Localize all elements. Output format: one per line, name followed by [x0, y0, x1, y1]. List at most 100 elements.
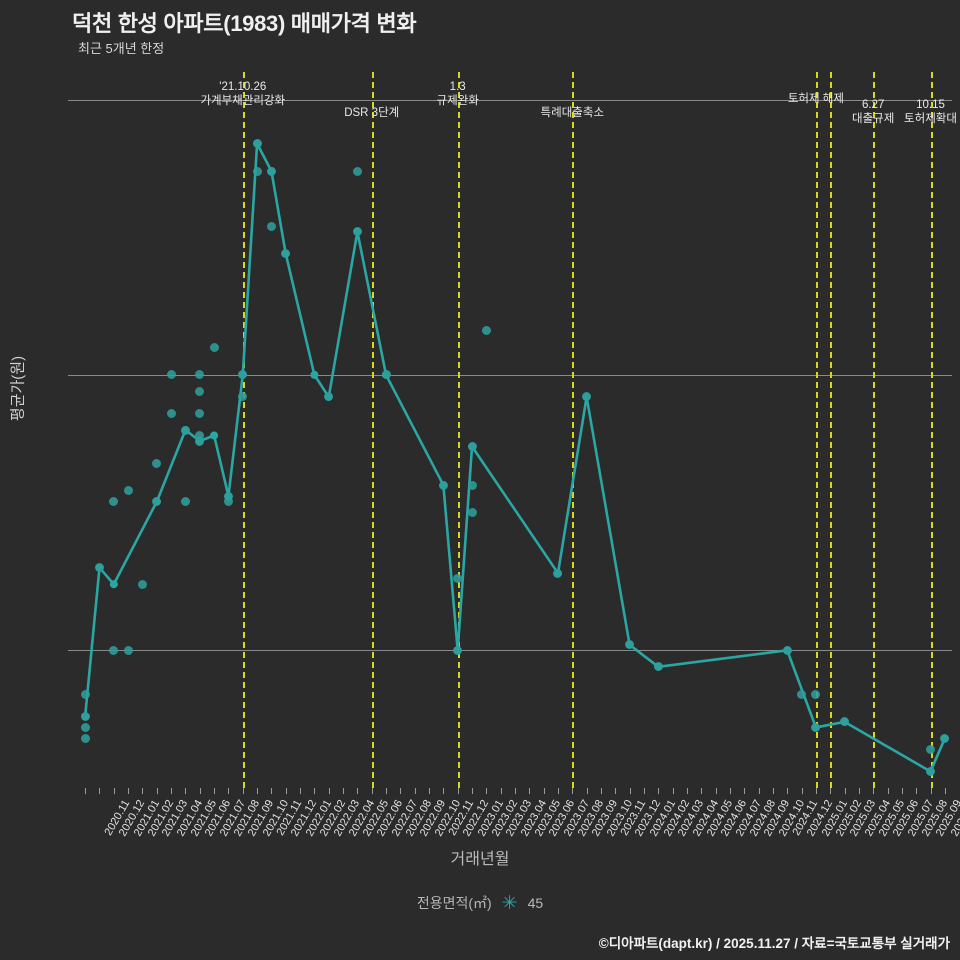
series-marker	[210, 431, 219, 440]
scatter-point	[582, 392, 592, 402]
x-tick-mark	[214, 788, 216, 794]
scatter-point	[252, 139, 262, 149]
scatter-point	[840, 717, 850, 727]
event-label: 1.3 규제완화	[437, 80, 479, 108]
scatter-point	[467, 508, 477, 518]
scatter-point	[797, 689, 807, 699]
event-label: 토허제 해제	[788, 92, 844, 106]
x-tick-mark	[787, 788, 789, 794]
x-tick-mark	[429, 788, 431, 794]
x-tick-mark	[672, 788, 674, 794]
x-tick-mark	[128, 788, 130, 794]
x-tick-mark	[328, 788, 330, 794]
scatter-point	[123, 486, 133, 496]
plot-area: 2020.11 2020.12 2021.01 2021.02 2021.03 2021.…	[78, 72, 960, 838]
x-tick-mark	[300, 788, 302, 794]
x-tick-mark	[686, 788, 688, 794]
page-subtitle: 최근 5개년 한정	[78, 41, 165, 56]
x-tick-mark	[772, 788, 774, 794]
gridline	[78, 99, 952, 101]
x-tick-mark	[744, 788, 746, 794]
x-tick-mark	[916, 788, 918, 794]
x-tick-mark	[371, 788, 373, 794]
price-line-series	[81, 139, 949, 776]
x-tick-mark	[386, 788, 388, 794]
scatter-point	[453, 645, 463, 655]
event-vline	[242, 72, 245, 788]
scatter-point	[653, 662, 663, 672]
scatter-point	[352, 227, 362, 237]
x-tick-mark	[643, 788, 645, 794]
event-vline	[930, 72, 933, 788]
x-tick-mark	[242, 788, 244, 794]
x-axis-title: 거래년월	[450, 851, 510, 868]
x-tick-mark	[500, 788, 502, 794]
scatter-point	[195, 408, 205, 418]
y-tick-mark	[68, 374, 78, 376]
series-marker	[109, 580, 118, 589]
x-tick-mark	[600, 788, 602, 794]
scatter-point	[782, 645, 792, 655]
scatter-point	[252, 166, 262, 176]
x-tick-mark	[615, 788, 617, 794]
x-tick-mark	[472, 788, 474, 794]
event-vline	[815, 72, 818, 788]
event-label-text: 토허제확대	[904, 113, 957, 125]
x-tick-mark	[858, 788, 860, 794]
event-label-text: 토허제 해제	[787, 93, 844, 105]
scatter-point	[195, 436, 205, 446]
x-tick-mark	[457, 788, 459, 794]
x-tick-mark	[715, 788, 717, 794]
gridline	[78, 374, 952, 376]
x-tick-mark	[844, 788, 846, 794]
legend: 전용면적(㎡) ✳ 45	[0, 893, 960, 913]
legend-marker-icon: ✳	[501, 893, 518, 915]
series-marker	[310, 370, 319, 379]
footer-credit: ©디아파트(dapt.kr) / 2025.11.27 / 자료=국토교통부 실…	[598, 936, 950, 951]
event-label: 6.27 대출규제	[852, 98, 894, 126]
scatter-point	[467, 442, 477, 452]
x-tick-mark	[801, 788, 803, 794]
x-tick-mark	[486, 788, 488, 794]
x-tick-mark	[314, 788, 316, 794]
scatter-point	[266, 166, 276, 176]
scatter-point	[926, 744, 935, 754]
event-label: 특례대출축소	[541, 106, 604, 120]
scatter-point	[80, 689, 90, 699]
x-tick-mark	[142, 788, 144, 794]
scatter-point	[811, 689, 821, 699]
legend-title: 전용면적(㎡)	[416, 895, 492, 911]
x-tick-mark	[873, 788, 875, 794]
x-tick-mark	[944, 788, 946, 794]
x-tick-mark	[758, 788, 760, 794]
scatter-point	[481, 326, 491, 336]
event-vline	[830, 72, 833, 788]
x-tick-mark	[400, 788, 402, 794]
scatter-point	[195, 370, 205, 380]
event-label-date: '21.10.26	[219, 81, 267, 93]
x-tick-mark	[113, 788, 115, 794]
event-label-text: 대출규제	[852, 113, 895, 125]
scatter-point	[180, 425, 190, 435]
scatter-point	[940, 733, 950, 743]
scatter-point	[109, 645, 119, 655]
event-vline	[457, 72, 460, 788]
x-tick-mark	[271, 788, 273, 794]
scatter-point	[180, 497, 190, 507]
event-label-text: 특례대출축소	[540, 107, 605, 119]
event-vline	[572, 72, 575, 788]
x-tick-mark	[557, 788, 559, 794]
x-tick-mark	[815, 788, 817, 794]
y-tick-mark	[68, 99, 78, 101]
event-vline	[371, 72, 374, 788]
x-tick-mark	[830, 788, 832, 794]
scatter-point	[166, 408, 176, 418]
scatter-point	[195, 386, 205, 396]
scatter-point	[137, 579, 147, 589]
scatter-point	[123, 645, 133, 655]
scatter-point	[223, 497, 233, 507]
x-tick-mark	[228, 788, 230, 794]
legend-entry-45: 45	[527, 895, 544, 911]
page-title: 덕천 한성 아파트(1983) 매매가격 변화	[72, 11, 417, 36]
